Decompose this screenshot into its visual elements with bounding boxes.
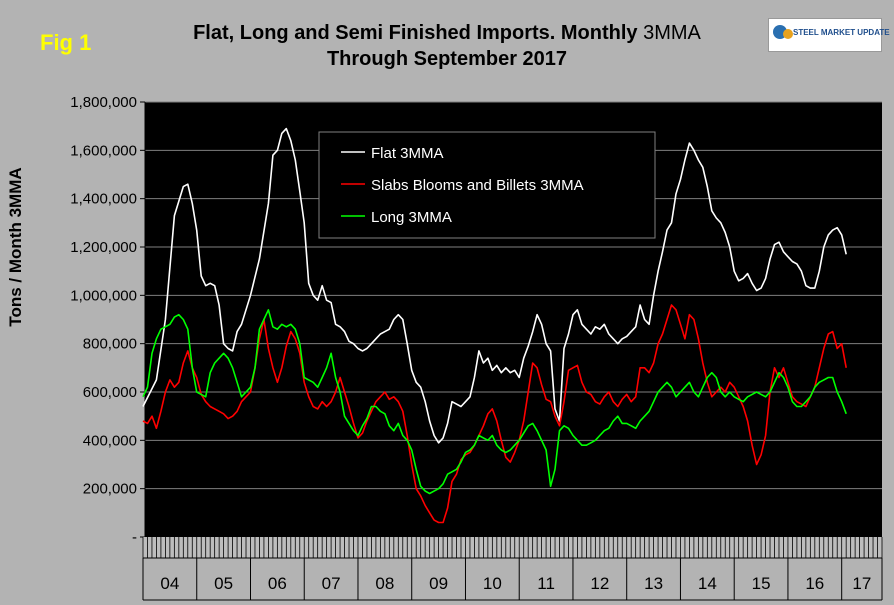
x-category-label: 09	[429, 574, 448, 593]
title-line-2: Through September 2017	[326, 48, 568, 70]
steel-market-update-logo: STEEL MARKET UPDATE	[768, 18, 890, 52]
x-category-label: 11	[537, 574, 555, 593]
y-tick-label: 200,000	[83, 481, 137, 498]
series-line-2	[142, 304, 847, 524]
x-category-label: 05	[214, 574, 233, 593]
x-category-label: 17	[852, 574, 871, 593]
x-category-label: 14	[698, 574, 717, 593]
y-tick-label: 800,000	[83, 336, 137, 353]
series-line-1	[142, 127, 847, 444]
title-main: Flat, Long and Semi Finished Imports. Mo…	[193, 22, 638, 44]
legend-entry-2: Slabs Blooms and Billets 3MMA	[371, 177, 584, 194]
y-tick-label: 600,000	[83, 384, 137, 401]
month-tick-band	[143, 537, 882, 558]
x-category-label: 07	[322, 574, 341, 593]
x-category-label: 12	[590, 574, 609, 593]
y-tick-label: 1,400,000	[70, 191, 137, 208]
x-category-label: 16	[805, 574, 824, 593]
title-line-1: Flat, Long and Semi Finished Imports. Mo…	[0, 20, 894, 46]
title-3mma: 3MMA	[643, 22, 701, 44]
y-tick-label: 1,200,000	[70, 239, 137, 256]
x-category-label: 15	[752, 574, 771, 593]
y-tick-label: 400,000	[83, 432, 137, 449]
x-category-label: 04	[160, 574, 179, 593]
chart-title: Flat, Long and Semi Finished Imports. Mo…	[0, 20, 894, 72]
y-tick-label: 1,000,000	[70, 287, 137, 304]
x-category-label: 10	[483, 574, 502, 593]
legend-entry-3: Long 3MMA	[371, 209, 452, 226]
series-line-3	[142, 308, 847, 495]
logo-text: STEEL MARKET UPDATE	[793, 28, 890, 37]
figure-label: Fig 1	[40, 30, 92, 55]
y-tick-label: -	[132, 529, 137, 546]
logo-sun-icon	[783, 29, 793, 39]
x-category-label: 13	[644, 574, 663, 593]
legend-entry-1: Flat 3MMA	[371, 145, 444, 162]
legend	[318, 131, 656, 239]
x-category-label: 08	[375, 574, 394, 593]
y-tick-label: 1,800,000	[70, 94, 137, 111]
y-tick-label: 1,600,000	[70, 142, 137, 159]
x-category-label: 06	[268, 574, 287, 593]
